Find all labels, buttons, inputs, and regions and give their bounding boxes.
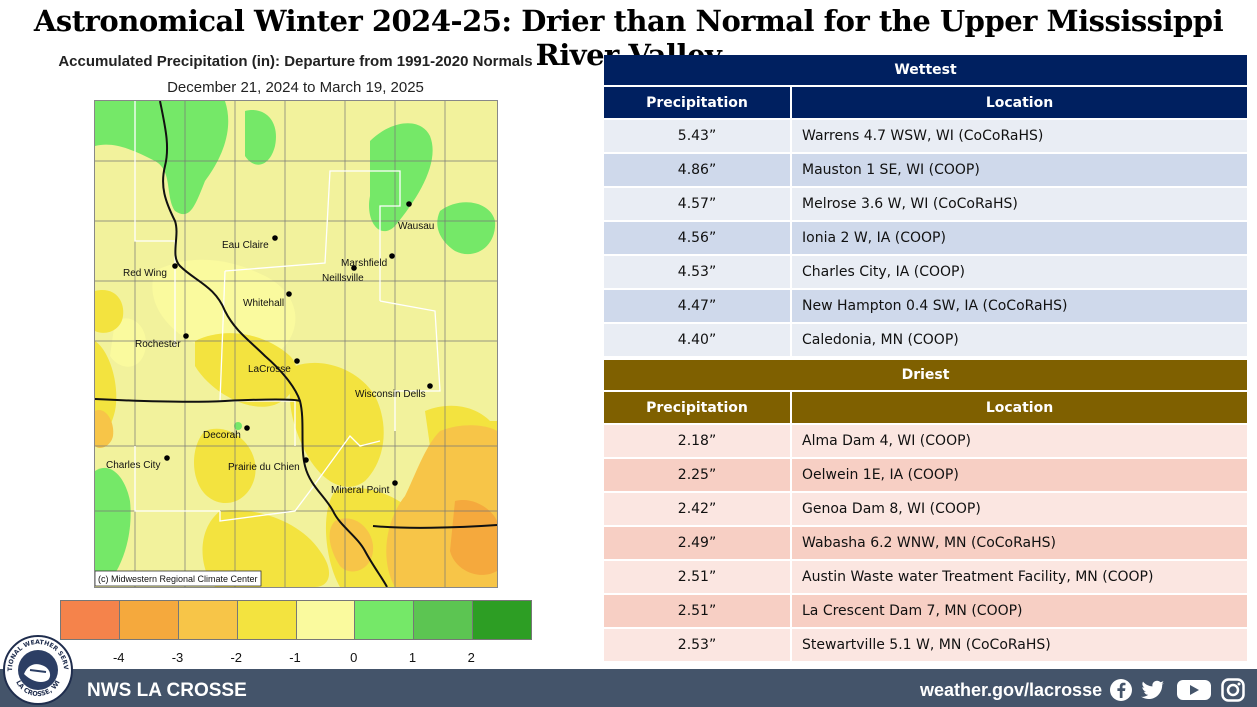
location-value: Oelwein 1E, IA (COOP) (791, 457, 1248, 492)
location-value: Alma Dam 4, WI (COOP) (791, 423, 1248, 458)
youtube-icon[interactable] (1177, 678, 1211, 702)
city-label: Charles City (106, 460, 160, 471)
location-value: Melrose 3.6 W, WI (CoCoRaHS) (791, 186, 1247, 221)
map-title: Accumulated Precipitation (in): Departur… (58, 53, 533, 70)
table-row: 4.40” Caledonia, MN (COOP) (604, 322, 1247, 356)
location-value: Austin Waste water Treatment Facility, M… (791, 559, 1248, 594)
precip-value: 5.43” (604, 118, 792, 153)
precip-value: 2.53” (604, 627, 792, 661)
precip-value: 2.49” (604, 525, 792, 560)
location-value: Stewartville 5.1 W, MN (CoCoRaHS) (791, 627, 1248, 661)
city-label: Decorah (203, 430, 241, 441)
website-link[interactable]: weather.gov/lacrosse (920, 680, 1103, 700)
location-column-header: Location (791, 390, 1248, 424)
legend-swatch (414, 601, 474, 639)
table-row: 4.57” Melrose 3.6 W, WI (CoCoRaHS) (604, 186, 1247, 221)
city-label: Whitehall (243, 298, 284, 309)
color-legend: -4 -3 -2 -1 0 1 2 (60, 600, 532, 665)
driest-header: Driest (604, 360, 1248, 391)
table-row: 2.25” Oelwein 1E, IA (COOP) (604, 457, 1248, 492)
legend-tick-label: -3 (171, 650, 184, 665)
precip-value: 4.57” (604, 186, 792, 221)
table-row: 4.56” Ionia 2 W, IA (COOP) (604, 220, 1247, 255)
city-label: Marshfield (341, 258, 387, 269)
legend-swatch (237, 601, 297, 639)
precip-value: 2.25” (604, 457, 792, 492)
legend-tick-label: -2 (230, 650, 243, 665)
city-label: Wausau (398, 221, 434, 232)
office-name: NWS LA CROSSE (87, 680, 247, 701)
precip-value: 2.42” (604, 491, 792, 526)
city-label: Rochester (135, 339, 181, 350)
legend-tick-label: -1 (289, 650, 301, 665)
location-value: Caledonia, MN (COOP) (791, 322, 1247, 356)
location-column-header: Location (791, 85, 1247, 119)
table-row: 2.53” Stewartville 5.1 W, MN (CoCoRaHS) (604, 627, 1248, 661)
driest-table: Driest Precipitation Location 2.18” Alma … (604, 360, 1248, 661)
legend-swatch (178, 601, 238, 639)
facebook-icon[interactable] (1109, 678, 1133, 702)
legend-tick-label: 1 (408, 650, 417, 665)
table-row: 4.86” Mauston 1 SE, WI (COOP) (604, 152, 1247, 187)
location-value: Charles City, IA (COOP) (791, 254, 1247, 289)
wettest-header: Wettest (604, 55, 1247, 86)
precip-value: 4.86” (604, 152, 792, 187)
city-label: Wisconsin Dells (355, 389, 426, 400)
legend-swatch (473, 601, 531, 639)
location-value: La Crescent Dam 7, MN (COOP) (791, 593, 1248, 628)
location-value: Wabasha 6.2 WNW, MN (CoCoRaHS) (791, 525, 1248, 560)
footer-bar: NWS LA CROSSE weather.gov/lacrosse (0, 669, 1257, 707)
city-label: Mineral Point (331, 485, 390, 496)
map-date-range: December 21, 2024 to March 19, 2025 (167, 79, 424, 96)
precip-value: 4.53” (604, 254, 792, 289)
precip-column-header: Precipitation (604, 390, 792, 424)
city-label: Eau Claire (222, 240, 269, 251)
precip-value: 4.40” (604, 322, 792, 356)
twitter-icon[interactable] (1141, 678, 1165, 702)
nws-logo: NATIONAL WEATHER SERVICE LA CROSSE, WI (2, 634, 73, 705)
map-credit: (c) Midwestern Regional Climate Center (98, 574, 258, 584)
legend-tick-label: 0 (350, 650, 358, 665)
precip-column-header: Precipitation (604, 85, 792, 119)
precipitation-departure-map: Red Wing Eau Claire Marshfield Wausau Ne… (94, 100, 498, 588)
precip-value: 2.51” (604, 559, 792, 594)
table-row: 2.51” La Crescent Dam 7, MN (COOP) (604, 593, 1248, 628)
precip-value: 4.47” (604, 288, 792, 323)
location-value: Warrens 4.7 WSW, WI (CoCoRaHS) (791, 118, 1247, 153)
location-value: Ionia 2 W, IA (COOP) (791, 220, 1247, 255)
precip-value: 2.18” (604, 423, 792, 458)
table-row: 2.18” Alma Dam 4, WI (COOP) (604, 423, 1248, 458)
precip-value: 2.51” (604, 593, 792, 628)
legend-tick-label: 2 (467, 650, 475, 665)
location-value: Mauston 1 SE, WI (COOP) (791, 152, 1247, 187)
location-value: Genoa Dam 8, WI (COOP) (791, 491, 1248, 526)
legend-swatch (61, 601, 120, 639)
legend-swatch (119, 601, 179, 639)
legend-swatch (355, 601, 415, 639)
legend-swatch (296, 601, 356, 639)
table-row: 5.43” Warrens 4.7 WSW, WI (CoCoRaHS) (604, 118, 1247, 153)
city-label: LaCrosse (248, 364, 291, 375)
city-label: Neillsville (322, 273, 364, 284)
location-value: New Hampton 0.4 SW, IA (CoCoRaHS) (791, 288, 1247, 323)
precip-value: 4.56” (604, 220, 792, 255)
table-row: 4.47” New Hampton 0.4 SW, IA (CoCoRaHS) (604, 288, 1247, 323)
wettest-table: Wettest Precipitation Location 5.43” Warr… (604, 55, 1247, 356)
legend-tick-label: -4 (112, 650, 125, 665)
city-label: Prairie du Chien (228, 462, 300, 473)
city-label: Red Wing (123, 268, 167, 279)
instagram-icon[interactable] (1221, 678, 1245, 702)
table-row: 4.53” Charles City, IA (COOP) (604, 254, 1247, 289)
table-row: 2.51” Austin Waste water Treatment Facili… (604, 559, 1248, 594)
table-row: 2.49” Wabasha 6.2 WNW, MN (CoCoRaHS) (604, 525, 1248, 560)
table-row: 2.42” Genoa Dam 8, WI (COOP) (604, 491, 1248, 526)
